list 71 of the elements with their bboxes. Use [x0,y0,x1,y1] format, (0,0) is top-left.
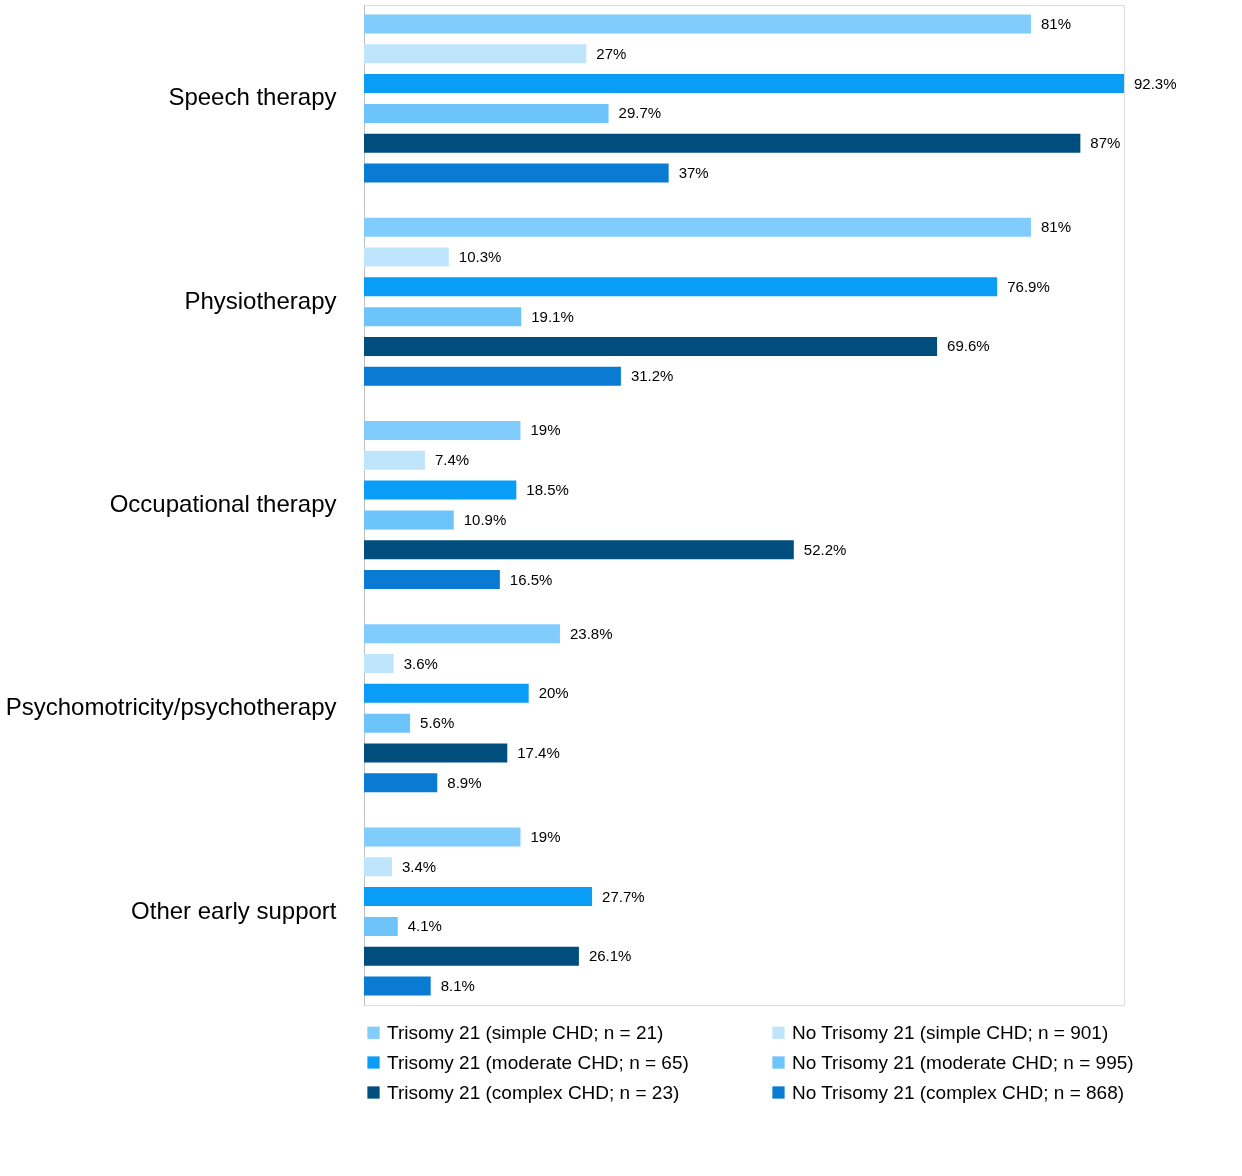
legend-label: No Trisomy 21 (moderate CHD; n = 995) [792,1051,1134,1073]
bar [364,713,411,733]
data-label: 29.7% [618,104,662,122]
data-label: 5.6% [420,714,455,732]
legend-label: Trisomy 21 (complex CHD; n = 23) [387,1081,680,1103]
data-label: 92.3% [1134,74,1177,92]
bar [364,450,425,470]
data-label: 16.5% [509,570,553,588]
bar [364,857,392,877]
data-label: 4.1% [407,917,442,935]
data-label: 87% [1090,134,1121,152]
bar [364,163,669,183]
data-label: 17.4% [517,743,560,761]
bar [364,624,560,644]
data-label: 76.9% [1007,277,1050,295]
bar [364,540,794,560]
bar [364,44,587,64]
bar [364,827,521,847]
data-label: 23.8% [569,624,613,642]
bar [364,366,621,386]
data-label: 27.7% [602,887,645,905]
data-label: 7.4% [434,451,470,469]
bar [364,976,431,996]
data-label: 8.9% [447,773,482,791]
data-label: 31.2% [630,367,674,385]
bar [364,510,454,530]
y-tick-label: Occupational therapy [109,490,337,517]
data-label: 69.6% [947,337,990,355]
legend-label: Trisomy 21 (simple CHD; n = 21) [387,1021,664,1043]
bar [364,74,1124,94]
data-label: 81% [1040,14,1071,32]
bar [364,133,1081,153]
bar [364,683,529,703]
bar [364,277,998,297]
data-label: 10.3% [458,248,502,266]
data-label: 10.9% [463,510,507,528]
bar [364,247,449,267]
data-label: 3.6% [403,654,438,672]
data-label: 20% [538,684,569,702]
bar [364,307,522,327]
bar [364,336,938,356]
legend-label: Trisomy 21 (moderate CHD; n = 65) [387,1051,689,1073]
data-label: 19% [530,421,561,439]
data-label: 8.1% [440,977,475,995]
bar [364,916,398,936]
data-label: 27% [596,44,627,62]
y-tick-label: Other early support [131,896,337,924]
y-tick-label: Speech therapy [168,83,337,111]
bar [364,654,394,674]
bar [364,570,500,590]
data-label: 37% [678,164,709,182]
bar [364,887,593,907]
bar [364,217,1031,237]
data-label: 52.2% [803,540,847,558]
legend-label: No Trisomy 21 (simple CHD; n = 901) [792,1021,1109,1043]
bar [364,743,508,763]
bar [364,420,521,440]
bar [364,480,517,500]
y-tick-label: Physiotherapy [184,286,337,314]
data-label: 19.1% [531,307,574,325]
y-tick-label: Psychomotricity/psychotherapy [5,693,337,721]
bar [364,773,438,793]
bar [364,103,609,123]
bar [364,14,1031,34]
data-label: 81% [1040,218,1071,236]
data-label: 26.1% [588,947,632,965]
data-label: 19% [530,827,561,845]
legend-label: No Trisomy 21 (complex CHD; n = 868) [792,1081,1125,1103]
data-label: 3.4% [402,857,437,875]
bar [364,946,579,966]
data-label: 18.5% [526,481,569,499]
